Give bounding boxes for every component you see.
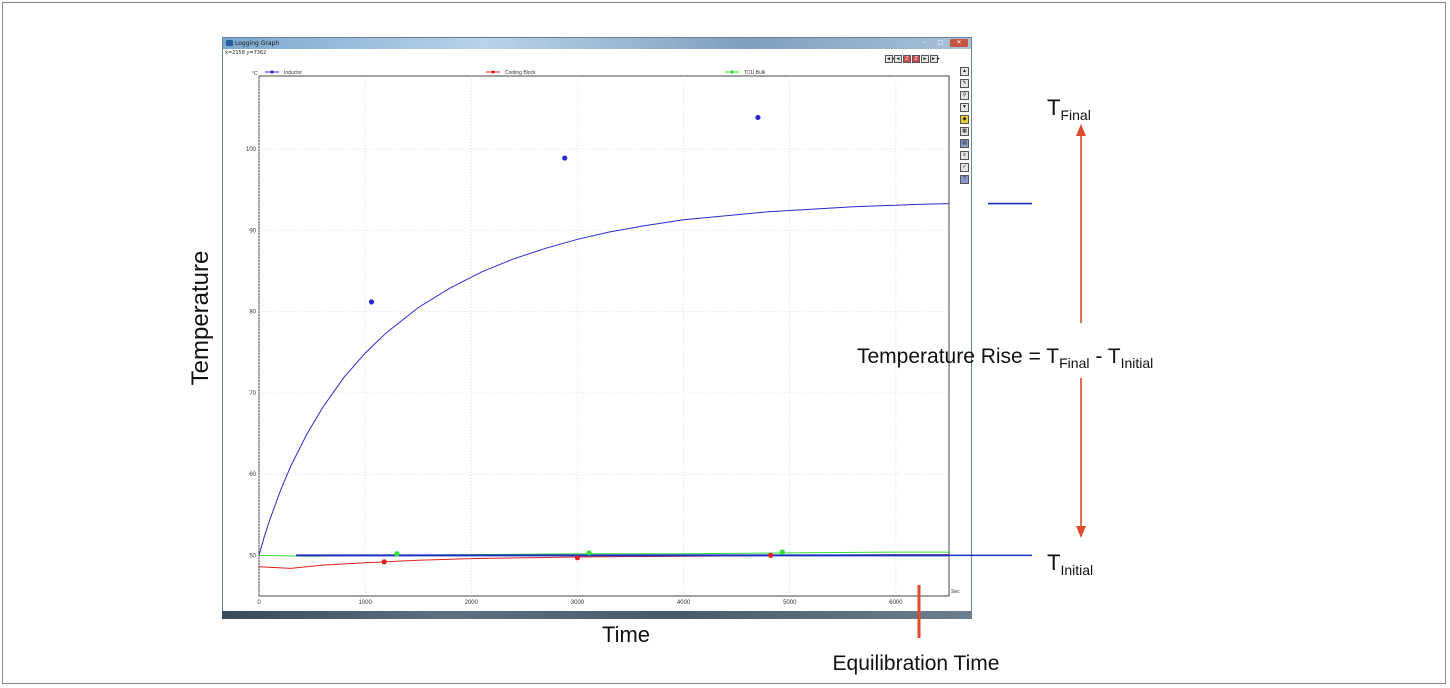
y-tick-label: 100 [246,147,257,153]
plot-area [258,75,950,597]
y-unit-label: °C [252,71,258,77]
y-axis-title: Temperature [187,251,214,386]
data-point [394,551,400,557]
x-tick-label: 2000 [465,600,479,606]
marker-icon[interactable]: ◆ [960,115,969,124]
x-tick-label: 0 [257,600,261,606]
cursor-readout: x=2158 y=7362 [225,50,267,56]
temperature-rise-equation: Temperature Rise = TFinal - TInitial [857,345,1153,371]
nav-toolbar: ◄◄ ◄ Z Z ► ►► [885,55,941,63]
taskbar-strip [222,611,972,619]
series-line-inductor [258,203,950,556]
legend-marker [730,70,734,74]
check-icon[interactable]: ✓ [960,163,969,172]
list-icon[interactable]: ≡ [960,151,969,160]
first-page-button[interactable]: ◄◄ [885,55,896,63]
y-tick-label: 70 [249,391,256,397]
legend-marker [491,70,495,74]
maximize-button[interactable]: □ [937,39,944,46]
legend-entry: Cooling Block [505,70,536,76]
data-point [779,549,785,555]
down-icon[interactable]: ▼ [960,103,969,112]
prev-page-button[interactable]: ◄ [894,55,902,63]
x-axis-title: Time [602,622,650,647]
next-page-button[interactable]: ► [921,55,929,63]
x-tick-label: 5000 [783,600,797,606]
data-point [574,555,581,561]
rise-arrowhead-up [1076,124,1086,136]
x-unit-label: Sec [951,589,960,595]
data-point [755,114,761,121]
x-tick-label: 6000 [889,600,903,606]
help-icon[interactable]: ? [960,175,969,184]
print-icon[interactable]: ▤ [960,139,969,148]
data-point [768,552,774,558]
legend-entry: TCU Bulk [744,70,766,76]
y-tick-label: 60 [249,472,256,478]
tfinal-label: TFinal [1047,95,1091,123]
last-page-button[interactable]: ►► [930,55,941,63]
side-toolbar: ▲ ✎ ⚲ ▼ ◆ ▦ ▤ ≡ ✓ ? [960,67,969,184]
pen-icon[interactable]: ✎ [960,79,969,88]
zoom-out-button[interactable]: Z [912,55,920,63]
x-tick-label: 1000 [358,600,372,606]
legend-marker [270,70,274,74]
equilibration-label: Equilibration Time [833,652,1000,675]
window-title: Logging Graph [235,40,280,47]
data-point [368,299,375,305]
zoom-in-button[interactable]: Z [903,55,911,63]
grid-icon[interactable]: ▦ [960,127,969,136]
series-line-cooling-block [258,554,949,569]
data-point [586,550,592,556]
zoom-icon[interactable]: ⚲ [960,91,969,100]
tinitial-label: TInitial [1047,550,1093,578]
tools-icon[interactable]: ▲ [960,67,969,76]
legend-entry: Inductor [284,70,302,76]
x-tick-label: 3000 [571,600,585,606]
rise-arrowhead-down [1076,526,1086,538]
data-point [562,155,568,161]
data-point [381,559,387,565]
app-icon [226,40,233,46]
close-button[interactable]: ✕ [950,39,968,47]
y-tick-label: 80 [249,310,256,316]
y-tick-label: 50 [249,553,256,559]
minimize-button[interactable]: – [923,39,926,46]
title-bar[interactable]: Logging Graph – □ ✕ [223,38,971,49]
y-tick-label: 90 [249,228,256,234]
x-tick-label: 4000 [677,600,691,606]
